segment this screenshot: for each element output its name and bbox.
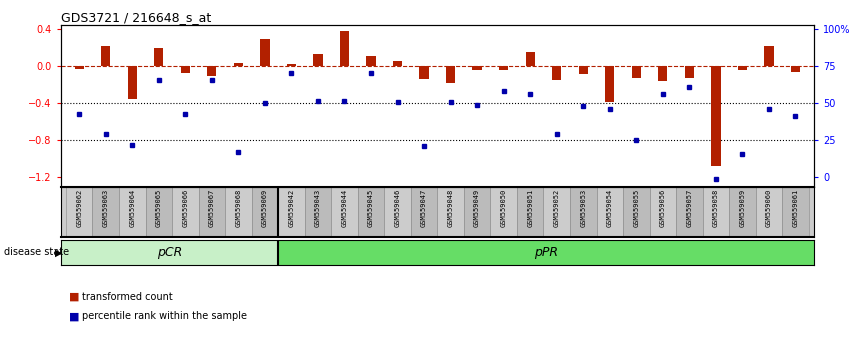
- Bar: [437, 187, 464, 237]
- Bar: [473, 67, 481, 70]
- Bar: [252, 187, 278, 237]
- Text: GSM559053: GSM559053: [580, 189, 586, 227]
- Bar: [490, 187, 517, 237]
- Bar: [791, 67, 800, 72]
- Text: pPR: pPR: [534, 246, 558, 259]
- Bar: [464, 187, 490, 237]
- Bar: [410, 187, 437, 237]
- Bar: [181, 67, 190, 73]
- Text: GSM559050: GSM559050: [501, 189, 507, 227]
- Text: GSM559065: GSM559065: [156, 189, 162, 227]
- Bar: [287, 64, 296, 67]
- Bar: [738, 67, 747, 70]
- Text: GSM559052: GSM559052: [553, 189, 559, 227]
- Text: ▶: ▶: [55, 247, 62, 257]
- Bar: [517, 187, 544, 237]
- Bar: [101, 46, 110, 67]
- Bar: [765, 46, 773, 67]
- Bar: [366, 56, 376, 67]
- Bar: [782, 187, 809, 237]
- Bar: [234, 63, 243, 67]
- Bar: [658, 67, 668, 81]
- Text: GSM559055: GSM559055: [633, 189, 639, 227]
- Text: disease state: disease state: [4, 247, 69, 257]
- Text: GSM559043: GSM559043: [315, 189, 321, 227]
- Text: GSM559054: GSM559054: [607, 189, 613, 227]
- Text: GSM559062: GSM559062: [76, 189, 82, 227]
- Bar: [313, 55, 323, 67]
- Text: pCR: pCR: [157, 246, 182, 259]
- Bar: [61, 240, 278, 265]
- Bar: [119, 187, 145, 237]
- Bar: [650, 187, 676, 237]
- Bar: [578, 67, 588, 74]
- Text: GSM559069: GSM559069: [262, 189, 268, 227]
- Bar: [207, 67, 216, 76]
- Text: GSM559049: GSM559049: [474, 189, 480, 227]
- Bar: [145, 187, 172, 237]
- Bar: [331, 187, 358, 237]
- Bar: [544, 187, 570, 237]
- Text: GSM559066: GSM559066: [183, 189, 188, 227]
- Bar: [702, 187, 729, 237]
- Bar: [570, 187, 597, 237]
- Bar: [685, 67, 694, 79]
- Bar: [385, 187, 410, 237]
- Text: GSM559042: GSM559042: [288, 189, 294, 227]
- Bar: [419, 67, 429, 79]
- Bar: [66, 187, 93, 237]
- Bar: [623, 187, 650, 237]
- Bar: [127, 67, 137, 99]
- Bar: [756, 187, 782, 237]
- Text: GSM559056: GSM559056: [660, 189, 666, 227]
- Bar: [225, 187, 252, 237]
- Text: GSM559068: GSM559068: [236, 189, 242, 227]
- Bar: [358, 187, 385, 237]
- Bar: [198, 187, 225, 237]
- Text: GSM559057: GSM559057: [687, 189, 692, 227]
- Text: GSM559064: GSM559064: [129, 189, 135, 227]
- Bar: [526, 52, 535, 67]
- Bar: [172, 187, 198, 237]
- Text: GDS3721 / 216648_s_at: GDS3721 / 216648_s_at: [61, 11, 210, 24]
- Bar: [339, 31, 349, 67]
- Bar: [729, 187, 756, 237]
- Text: GSM559046: GSM559046: [395, 189, 401, 227]
- Bar: [676, 187, 702, 237]
- Text: GSM559045: GSM559045: [368, 189, 374, 227]
- Bar: [278, 240, 814, 265]
- Text: GSM559051: GSM559051: [527, 189, 533, 227]
- Bar: [393, 61, 402, 67]
- Bar: [597, 187, 623, 237]
- Bar: [305, 187, 331, 237]
- Bar: [711, 67, 721, 166]
- Text: GSM559061: GSM559061: [792, 189, 798, 227]
- Bar: [278, 187, 305, 237]
- Text: ■: ■: [69, 311, 80, 321]
- Text: ■: ■: [69, 292, 80, 302]
- Text: GSM559063: GSM559063: [103, 189, 109, 227]
- Text: GSM559060: GSM559060: [766, 189, 772, 227]
- Bar: [261, 39, 269, 67]
- Text: GSM559047: GSM559047: [421, 189, 427, 227]
- Text: percentile rank within the sample: percentile rank within the sample: [82, 311, 248, 321]
- Text: GSM559048: GSM559048: [448, 189, 454, 227]
- Text: GSM559067: GSM559067: [209, 189, 215, 227]
- Text: transformed count: transformed count: [82, 292, 173, 302]
- Bar: [499, 67, 508, 70]
- Text: GSM559058: GSM559058: [713, 189, 719, 227]
- Bar: [154, 48, 164, 67]
- Bar: [631, 67, 641, 79]
- Bar: [446, 67, 456, 83]
- Text: GSM559059: GSM559059: [740, 189, 746, 227]
- Bar: [74, 67, 84, 69]
- Bar: [605, 67, 614, 102]
- Text: GSM559044: GSM559044: [341, 189, 347, 227]
- Bar: [93, 187, 119, 237]
- Bar: [552, 67, 561, 80]
